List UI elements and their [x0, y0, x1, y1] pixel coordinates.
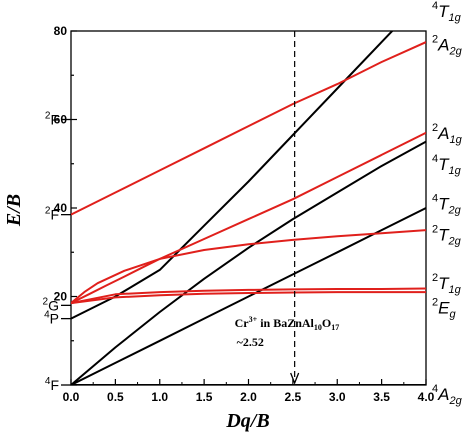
annotation-line-1: Cr3+ in BaZnAl10O17 [235, 315, 340, 332]
right-term-label: 2A2g [432, 33, 463, 57]
x-tick-label: 0.5 [107, 390, 124, 404]
left-term-label: 2F [45, 111, 59, 128]
y-tick-label: 60 [54, 113, 68, 127]
x-tick-label: 1.5 [196, 390, 213, 404]
series-line-black-3 [71, 31, 394, 320]
y-axis-title: E/B [3, 194, 25, 227]
x-axis-title: Dq/B [225, 410, 269, 432]
y-tick-label: 80 [54, 24, 68, 38]
plot-frame [70, 30, 427, 386]
marker-arrowhead [290, 372, 300, 385]
y-tick-label: 20 [54, 290, 68, 304]
series-line-red-7 [71, 131, 426, 304]
series-line-red-6 [71, 229, 426, 304]
left-term-label: 4P [44, 310, 59, 327]
series-line-black-1 [71, 207, 426, 385]
series-line-red-5 [71, 291, 426, 305]
x-tick-label: 1.0 [151, 390, 168, 404]
right-term-label: 2T2g [432, 224, 462, 248]
x-tick-label: 3.0 [329, 390, 346, 404]
right-term-label: 2T1g [432, 272, 462, 296]
right-term-label: 4A2g [432, 383, 463, 407]
left-term-label: 4F [45, 376, 59, 393]
annotation-line-2: ~2.52 [237, 335, 264, 349]
series-layer [71, 31, 426, 385]
left-term-label: 2F [45, 206, 59, 223]
series-line-red-4 [71, 287, 426, 305]
y-tick-label: 40 [54, 201, 68, 215]
series-line-black-2 [71, 140, 426, 385]
series-line-red-8 [71, 41, 426, 216]
left-term-label: 2G [43, 296, 59, 313]
x-tick-label: 4.0 [418, 390, 435, 404]
x-tick-label: 3.5 [373, 390, 390, 404]
x-tick-label: 0.0 [63, 390, 80, 404]
x-tick-label: 2.5 [285, 390, 302, 404]
right-term-label: 4T1g [432, 0, 462, 24]
right-term-label: 2A1g [432, 122, 463, 146]
x-tick-label: 2.0 [240, 390, 257, 404]
right-term-label: 4T1g [432, 153, 462, 177]
right-term-label: 2Eg [432, 297, 456, 321]
right-term-label: 4T2g [432, 193, 462, 217]
